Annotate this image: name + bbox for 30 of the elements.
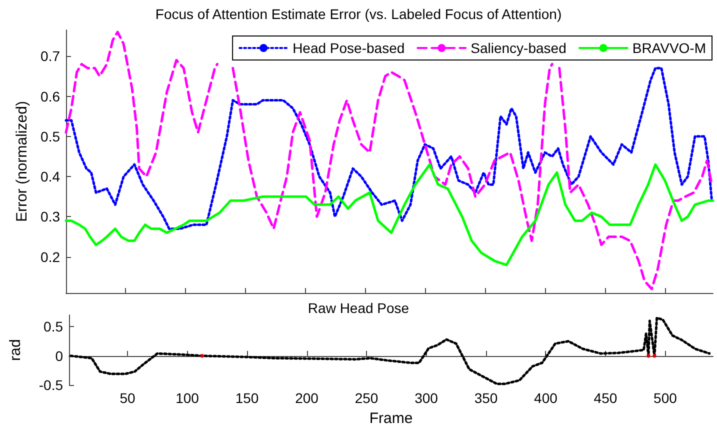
x-axis-title: Frame [369, 410, 413, 427]
x-tick-label: 350 [474, 390, 498, 406]
legend-label: Saliency-based [470, 40, 566, 56]
x-tick-label: 400 [534, 390, 558, 406]
chart-title: Raw Head Pose [308, 300, 410, 316]
x-tick-label: 50 [120, 390, 136, 406]
y-axis-title: Error (normalized) [14, 101, 31, 222]
x-tick-label: 100 [176, 390, 200, 406]
legend-label: BRAVVO-M [632, 40, 706, 56]
y-tick-label: 0.6 [40, 88, 60, 104]
y-tick-label: 0 [55, 348, 64, 364]
y-tick-label: 0.5 [44, 318, 64, 335]
line-series [64, 163, 714, 266]
chart-title: Focus of Attention Estimate Error (vs. Labeled Focus of Attention) [155, 6, 562, 22]
x-tick-label: 200 [295, 390, 319, 406]
y-tick-label: 0.7 [40, 48, 60, 64]
y-tick-label: 0.5 [40, 128, 60, 144]
y-axis-title: rad [7, 339, 24, 361]
y-tick-label: -0.5 [38, 377, 64, 393]
y-tick-label: 0.2 [40, 248, 60, 265]
y-tick-label: 0.4 [40, 168, 60, 185]
x-tick-label: 300 [414, 390, 438, 406]
x-tick-label: 250 [354, 390, 378, 406]
y-tick-label: 0.3 [40, 208, 60, 225]
legend-label: Head Pose-based [292, 40, 405, 56]
x-tick-label: 500 [654, 390, 678, 406]
x-tick-label: 450 [594, 390, 618, 406]
line-series [64, 66, 714, 230]
line-series [70, 316, 711, 386]
x-tick-label: 150 [235, 390, 259, 406]
